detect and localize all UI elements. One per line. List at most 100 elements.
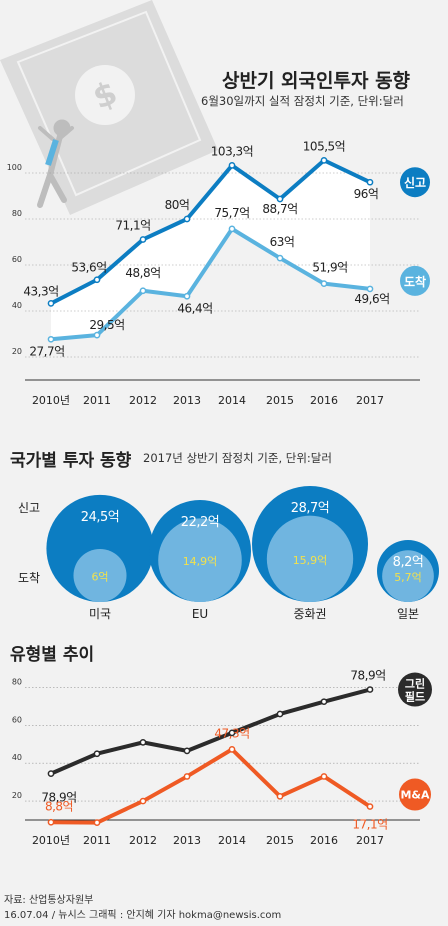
chart1-data-label: 53,6억: [71, 261, 106, 275]
chart1-point: [47, 335, 55, 343]
badge-arrived: [400, 265, 430, 296]
bubble-declared-label: 28,7억: [291, 501, 329, 516]
chart3-x-tick: 2012: [129, 834, 157, 847]
bubble-declared-label: 24,5억: [81, 510, 119, 525]
chart3-data-label: 17,1억: [352, 818, 387, 832]
section2-title: 국가별 투자 동향: [10, 451, 132, 471]
chart3-point: [183, 773, 191, 780]
chart1-x-tick: 2013: [173, 394, 201, 407]
label-arrived: 도착: [18, 571, 40, 585]
chart3-point: [276, 710, 284, 718]
bubble-category-label: 중화권: [293, 607, 326, 621]
chart1-data-label: 105,5억: [303, 139, 345, 153]
chart3-point: [183, 747, 191, 755]
chart3-x-tick: 2017: [356, 834, 384, 847]
chart3-point: [366, 803, 374, 810]
chart3-point: [228, 746, 236, 753]
chart1-data-label: 43,3억: [23, 284, 58, 298]
chart3-series-line-1: [50, 747, 372, 825]
chart1-data-label: 103,3억: [211, 144, 253, 158]
chart1-data-label: 75,7억: [214, 206, 249, 220]
badge-arrived-label: 도착: [404, 274, 426, 289]
type-trend-chart: 20 40 60 80 2010년 2011 2012 2013 2014 2015 2016 201…: [12, 669, 432, 847]
chart3-point: [366, 686, 374, 693]
bubble-arrived: [158, 518, 242, 602]
chart1-point: [93, 276, 101, 284]
chart1-point: [276, 254, 284, 262]
chart3-point: [47, 818, 55, 826]
illustration: $: [0, 0, 218, 215]
bubble-arrived: [382, 550, 434, 602]
chart1-y-tick: 80: [12, 209, 22, 218]
chart3-data-label: 8,8억: [45, 799, 73, 813]
chart1-data-label: 96억: [354, 187, 379, 201]
chart1-band: [51, 160, 370, 340]
chart3-data-label: 78,9억: [350, 669, 385, 683]
section3-title: 유형별 추이: [10, 645, 95, 665]
chart3-point: [93, 750, 101, 758]
chart3-x-tick: 2014: [218, 834, 246, 847]
chart3-y-tick: 60: [12, 715, 22, 724]
chart1-point: [276, 195, 284, 203]
chart3-point: [47, 770, 55, 777]
chart1-x-tick: 2011: [83, 394, 111, 407]
chart1-point: [183, 292, 191, 300]
person-carrying-icon: [37, 119, 74, 208]
chart3-data-label: 78,9억: [41, 791, 76, 805]
chart3-x-tick: 2013: [173, 834, 201, 847]
badge-declared-label: 신고: [404, 175, 426, 190]
bubble-arrived-label: 5,7억: [394, 571, 422, 584]
chart3-x-tick: 2010년: [32, 834, 70, 847]
badge-greenfield-label-1: 그린: [405, 677, 425, 691]
bubble-declared: [46, 494, 154, 602]
chart3-point: [320, 698, 328, 706]
chart3-point: [139, 797, 147, 805]
bubble-arrived-label: 6억: [91, 570, 108, 583]
chart3-x-tick: 2016: [310, 834, 338, 847]
badge-declared: [400, 167, 430, 198]
chart1-data-label: 29,5억: [89, 318, 124, 332]
chart1-x-tick: 2017: [356, 394, 384, 407]
bubble-category-label: EU: [192, 607, 208, 621]
chart1-point: [366, 178, 374, 186]
chart1-data-label: 63억: [270, 235, 295, 249]
chart1-series-line-1: [50, 226, 371, 342]
chart3-point: [93, 819, 101, 827]
chart1-point: [228, 162, 236, 169]
badge-ma: [399, 778, 431, 811]
chart1-point: [139, 236, 147, 243]
chart3-y-tick: 20: [12, 791, 22, 800]
chart1-x-tick: 2010년: [32, 394, 70, 407]
chart1-x-tick: 2012: [129, 394, 157, 407]
chart1-data-label: 71,1억: [115, 218, 150, 232]
chart1-data-label: 88,7억: [262, 202, 297, 216]
chart1-series-line-0: [50, 158, 371, 306]
chart3-series-line-0: [50, 687, 371, 776]
section2-subtitle: 2017년 상반기 잠정치 기준, 단위:달러: [143, 451, 332, 465]
chart3-point: [276, 792, 284, 800]
chart3-y-tick: 40: [12, 753, 22, 762]
chart1-y-tick: 40: [12, 301, 22, 310]
chart1-y-tick: 100: [7, 163, 22, 172]
bubble-declared-label: 22,2억: [181, 515, 219, 530]
chart1-data-label: 46,4억: [177, 301, 212, 315]
section1-subtitle: 6월30일까지 실적 잠정치 기준, 단위:달러: [201, 94, 404, 108]
chart3-point: [228, 729, 236, 737]
chart1-point: [139, 287, 147, 295]
source-note: 자료: 산업통상자원부: [4, 895, 94, 906]
chart3-x-tick: 2011: [83, 834, 111, 847]
chart1-x-tick: 2015: [266, 394, 294, 407]
bubble-arrived: [266, 515, 354, 602]
bubble-arrived: [73, 548, 127, 602]
chart1-x-tick: 2016: [310, 394, 338, 407]
chart1-data-label: 80억: [165, 198, 190, 212]
chart3-x-tick: 2015: [266, 834, 294, 847]
chart1-point: [183, 215, 191, 223]
chart1-data-label: 49,6억: [354, 292, 389, 306]
credit-note: 16.07.04 / 뉴시스 그래픽 : 안지혜 기자 hokma@newsis…: [4, 910, 282, 921]
chart3-y-tick: 80: [12, 677, 22, 686]
chart1-point: [320, 157, 328, 164]
bubble-arrived-label: 14,9억: [183, 555, 218, 568]
chart1-y-tick: 60: [12, 255, 22, 264]
